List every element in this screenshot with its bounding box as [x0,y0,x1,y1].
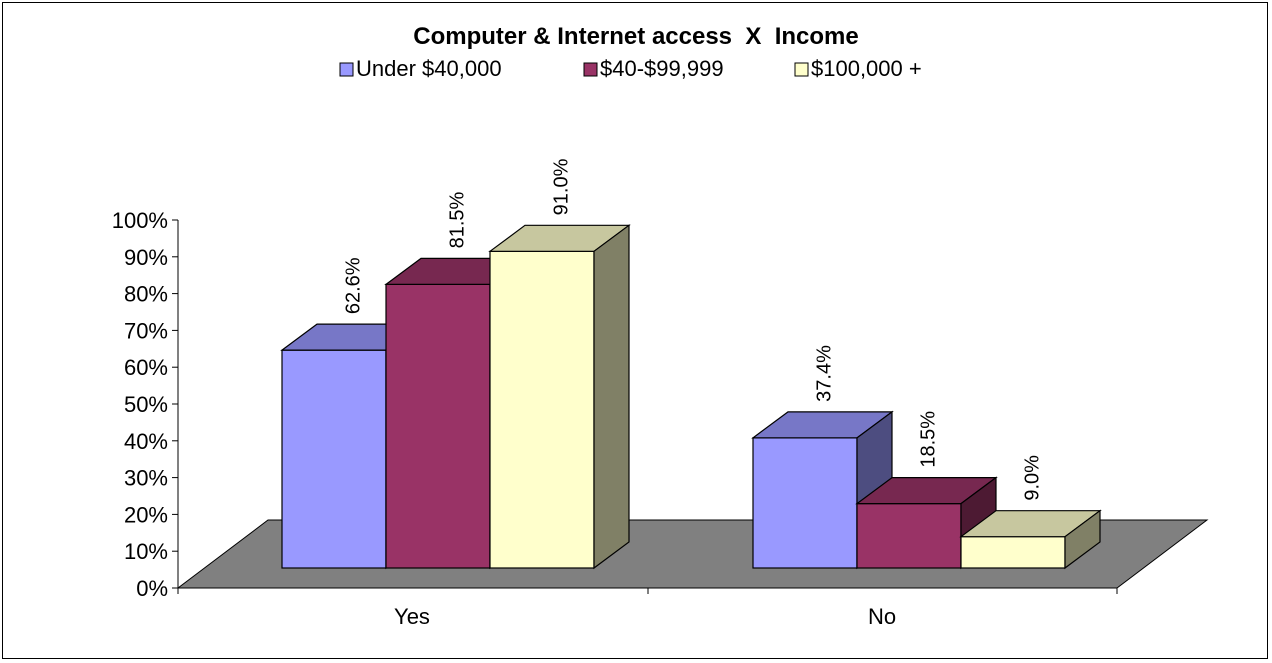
y-tick-label: 40% [124,429,168,454]
legend-swatch [794,62,809,77]
data-label: 91.0% [551,158,573,215]
bar-front [281,349,387,569]
chart-title: Computer & Internet access X Income [413,23,859,50]
data-labels: 62.6% 81.5% 91.0% 37.4% 18.5% 9.0% [343,158,1044,500]
data-label: 37.4% [814,345,836,402]
bar-front [752,437,858,569]
data-label: 62.6% [343,257,365,314]
y-tick-label: 50% [124,392,168,417]
data-label: 18.5% [918,411,940,468]
bars [280,224,1102,570]
x-tick-label: No [868,604,896,629]
data-label: 9.0% [1022,455,1044,501]
x-tick-label: Yes [394,604,430,629]
bar-front [856,503,962,569]
y-tick-label: 100% [112,208,168,233]
data-label: 81.5% [447,191,469,248]
legend-label: Under $40,000 [356,56,502,81]
bar-side [593,224,630,570]
y-tick-label: 90% [124,245,168,270]
legend-label: $40-$99,999 [600,56,724,81]
bar [488,224,631,570]
legend-swatch [583,62,598,77]
y-axis: 0% 10% 20% 30% 40% 50% 60% 70% 80% 90% 100% [112,208,179,601]
bar-front [385,283,491,569]
bar-front [960,536,1066,569]
y-tick-label: 0% [136,576,168,601]
bar-front [489,250,595,569]
y-tick-label: 30% [124,466,168,491]
y-tick-label: 10% [124,539,168,564]
y-tick-label: 60% [124,355,168,380]
bar [959,509,1102,570]
y-tick-label: 70% [124,318,168,343]
bar-side [1064,509,1101,570]
legend-swatch [339,62,354,77]
y-tick-label: 20% [124,502,168,527]
x-axis: Yes No [177,587,1118,629]
legend: Under $40,000 $40-$99,999 $100,000 + [339,56,922,81]
y-tick-label: 80% [124,282,168,307]
legend-label: $100,000 + [811,56,922,81]
